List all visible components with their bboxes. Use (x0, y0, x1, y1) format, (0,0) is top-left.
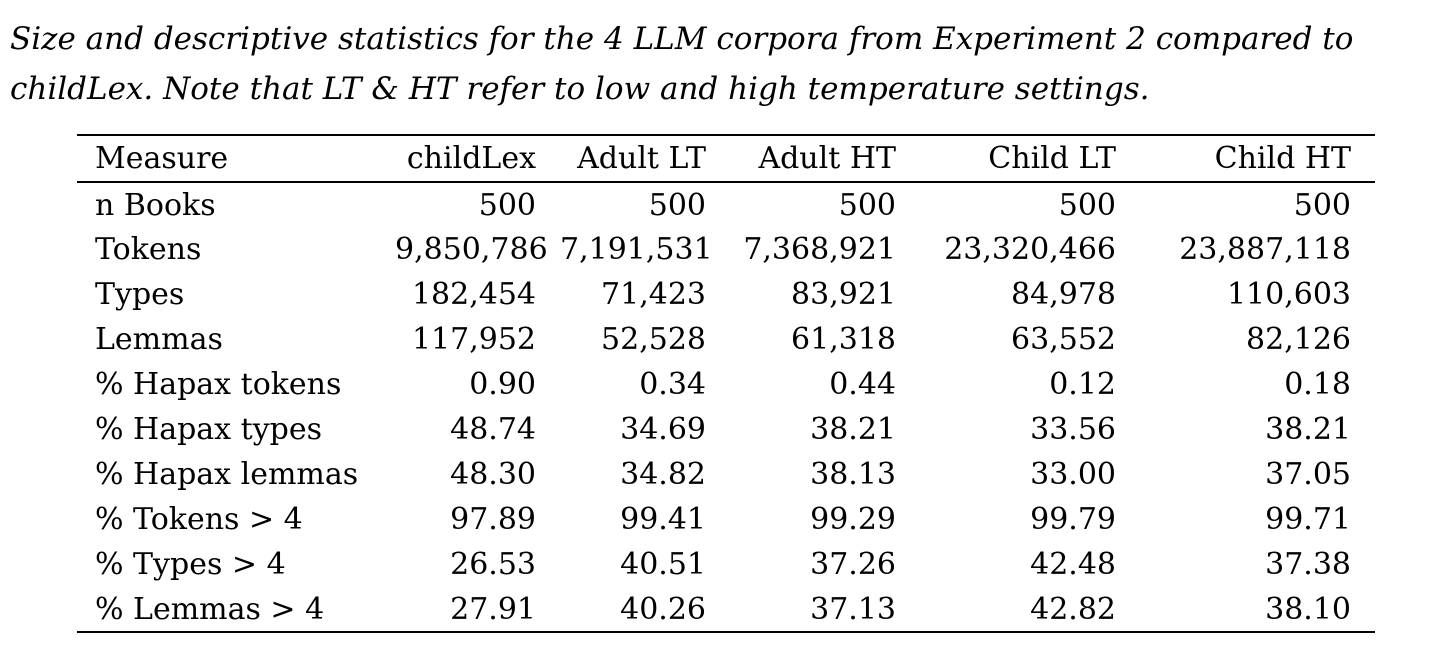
row-label: % Lemmas > 4 (95, 591, 325, 627)
table-cell: 37.05 (1265, 457, 1351, 492)
table-body: n Books 500 500 500 500 500 Tokens 9,850,786 7,1… (77, 182, 1375, 632)
caption-line-2: childLex. Note that LT & HT refer to low… (10, 71, 1150, 107)
table-row: % Hapax tokens 0.90 0.34 0.44 0.12 0.18 (77, 362, 1375, 407)
column-header: Child LT (920, 135, 1140, 183)
table-cell: 0.44 (829, 367, 896, 402)
table-cell: 99.41 (620, 502, 706, 537)
table-row: Lemmas 117,952 52,528 61,318 63,552 82,126 (77, 317, 1375, 362)
row-label: % Types > 4 (95, 547, 286, 582)
row-label: % Hapax lemmas (95, 457, 359, 492)
table-cell: 500 (648, 187, 706, 223)
table-cell: 110,603 (1226, 277, 1351, 312)
table-cell: 83,921 (791, 277, 896, 312)
table-cell: 23,320,466 (944, 232, 1116, 267)
table-cell: 38.13 (810, 457, 896, 492)
table-cell: 33.56 (1030, 412, 1116, 447)
table-cell: 27.91 (450, 591, 536, 627)
caption-line-1: Size and descriptive statistics for the … (10, 21, 1354, 57)
table-row: % Hapax types 48.74 34.69 38.21 33.56 38.21 (77, 407, 1375, 452)
table-cell: 26.53 (450, 547, 536, 582)
table-cell: 42.82 (1030, 591, 1116, 627)
table-cell: 84,978 (1011, 277, 1116, 312)
table-row: % Hapax lemmas 48.30 34.82 38.13 33.00 37.05 (77, 452, 1375, 497)
table-cell: 33.00 (1030, 457, 1116, 492)
row-label: % Hapax types (95, 412, 322, 447)
table-cell: 7,191,531 (560, 232, 713, 267)
column-header: Measure (77, 135, 395, 183)
column-header: childLex (395, 135, 560, 183)
table-cell: 500 (478, 187, 536, 223)
table-cell: 500 (838, 187, 896, 223)
table-caption: Size and descriptive statistics for the … (0, 0, 1436, 114)
table-cell: 37.26 (810, 547, 896, 582)
row-label: n Books (95, 187, 216, 223)
table-row: n Books 500 500 500 500 500 (77, 182, 1375, 227)
table-cell: 500 (1058, 187, 1116, 223)
table-cell: 117,952 (411, 322, 536, 357)
table-cell: 42.48 (1030, 547, 1116, 582)
row-label: % Hapax tokens (95, 367, 342, 402)
table-cell: 71,423 (601, 277, 706, 312)
column-header: Adult HT (730, 135, 920, 183)
table-cell: 0.90 (469, 367, 536, 402)
table-cell: 38.21 (1265, 412, 1351, 447)
column-header: Adult LT (560, 135, 730, 183)
corpus-statistics-table: Measure childLex Adult LT Adult HT Child LT C… (77, 134, 1375, 633)
table-cell: 40.26 (620, 591, 706, 627)
column-header: Child HT (1140, 135, 1375, 183)
table-cell: 99.71 (1265, 502, 1351, 537)
table-cell: 0.34 (639, 367, 706, 402)
table-cell: 52,528 (601, 322, 706, 357)
row-label: % Tokens > 4 (95, 502, 303, 537)
table-cell: 82,126 (1246, 322, 1351, 357)
table-cell: 99.79 (1030, 502, 1116, 537)
table-cell: 500 (1293, 187, 1351, 223)
table-cell: 38.21 (810, 412, 896, 447)
table-cell: 97.89 (450, 502, 536, 537)
table-header: Measure childLex Adult LT Adult HT Child LT C… (77, 135, 1375, 183)
table-cell: 63,552 (1011, 322, 1116, 357)
table-row: % Tokens > 4 97.89 99.41 99.29 99.79 99.71 (77, 497, 1375, 542)
table-cell: 48.74 (450, 412, 536, 447)
table-cell: 34.82 (620, 457, 706, 492)
table-row: % Lemmas > 4 27.91 40.26 37.13 42.82 38.10 (77, 587, 1375, 632)
row-label: Types (95, 277, 185, 312)
table-cell: 0.18 (1284, 367, 1351, 402)
table-cell: 38.10 (1265, 591, 1351, 627)
table-row: Tokens 9,850,786 7,191,531 7,368,921 23,320,… (77, 227, 1375, 272)
table-cell: 40.51 (620, 547, 706, 582)
header-row: Measure childLex Adult LT Adult HT Child LT C… (77, 135, 1375, 183)
table-cell: 37.38 (1265, 547, 1351, 582)
table-cell: 0.12 (1049, 367, 1116, 402)
table-cell: 99.29 (810, 502, 896, 537)
table-cell: 61,318 (791, 322, 896, 357)
table-cell: 7,368,921 (743, 232, 896, 267)
row-label: Tokens (95, 232, 202, 267)
table-row: % Types > 4 26.53 40.51 37.26 42.48 37.38 (77, 542, 1375, 587)
table-cell: 9,850,786 (395, 232, 548, 267)
table-cell: 23,887,118 (1179, 232, 1351, 267)
table-cell: 182,454 (411, 277, 536, 312)
row-label: Lemmas (95, 322, 223, 357)
table-row: Types 182,454 71,423 83,921 84,978 110,603 (77, 272, 1375, 317)
table-cell: 48.30 (450, 457, 536, 492)
table-cell: 34.69 (620, 412, 706, 447)
table-cell: 37.13 (810, 591, 896, 627)
